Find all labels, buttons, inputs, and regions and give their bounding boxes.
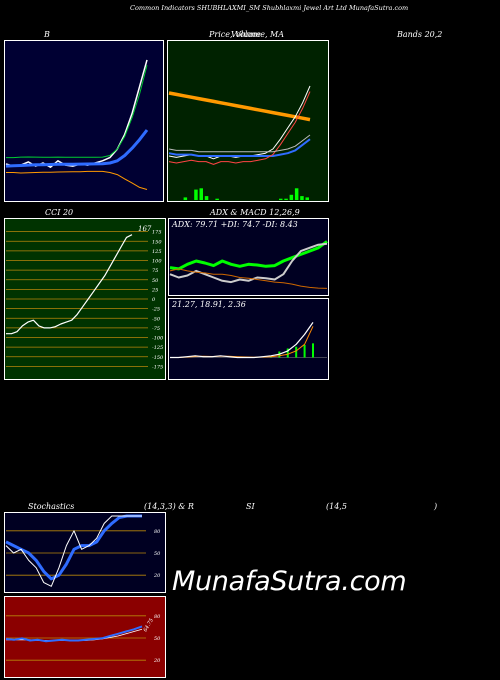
cci-line: [6, 234, 133, 335]
stoch-params: (14,3,3) & R: [144, 502, 194, 511]
bb-middle-line: [5, 129, 149, 168]
stoch-background: [4, 512, 166, 593]
macd-histogram-bar: [312, 343, 314, 358]
adx-plus_di-line: [169, 242, 328, 284]
cci-panel: 175 150 125 100 75 50 25 0 -25 -50 -75 -100 -125 -150…: [4, 218, 166, 380]
volume-bar: [279, 198, 283, 200]
price-volume-panel: [167, 40, 329, 202]
cci-last-value: 167: [138, 225, 152, 233]
volume-bar: [284, 198, 288, 200]
pv-ma_long-line: [168, 91, 311, 122]
volume-bar: [305, 197, 309, 200]
pv-background: [167, 40, 329, 202]
adx-macd-title: ADX & MACD 12,26,9: [210, 208, 300, 217]
pv-ma-mid-line: [168, 91, 311, 165]
cci-tick-label: -50: [152, 316, 161, 322]
cci-tick-label: -125: [152, 345, 163, 351]
rsi-tick-label: 50: [154, 636, 161, 642]
pv-ma-grey-line: [168, 134, 311, 153]
rsi-background: [4, 596, 166, 678]
cci-tick-label: 150: [152, 239, 162, 245]
cci-tick-label: -75: [152, 326, 160, 332]
pv-ma_short-line: [168, 138, 311, 157]
cci-tick-label: 0: [152, 297, 156, 303]
macd-histogram-bar: [303, 344, 306, 358]
volume-bar: [300, 196, 304, 200]
cci-tick-label: 175: [152, 230, 162, 236]
bb-upper-line: [6, 65, 148, 159]
bb-background: [4, 40, 164, 202]
rsi-tick-label: 80: [154, 614, 161, 620]
volume-bar: [294, 188, 299, 200]
cci-tick-label: 100: [152, 259, 162, 265]
cci-tick-label: -100: [152, 336, 164, 342]
volume-bar: [204, 196, 209, 200]
bb-lower-line: [6, 170, 148, 190]
bands-title: Bands 20,2: [397, 30, 443, 39]
cci-tick-label: 75: [152, 268, 158, 274]
stoch-tick-label: 80: [154, 529, 161, 535]
stoch-k-line: [5, 515, 142, 587]
cci-tick-label: -175: [152, 364, 163, 370]
volume-bar: [183, 197, 188, 200]
rsi-tick-label: 20: [153, 658, 161, 664]
cci-tick-label: 50: [152, 278, 159, 284]
macd-values: 21.27, 18.91, 2.36: [172, 300, 246, 309]
macd-histogram-bar: [295, 346, 298, 358]
macd-panel: [168, 298, 329, 380]
adx-panel: [168, 218, 329, 296]
stoch-d-line: [5, 514, 142, 581]
volume-bar: [194, 189, 198, 200]
volume-bar: [199, 188, 203, 200]
macd-histogram-bar: [286, 348, 289, 358]
cci-tick-label: -25: [152, 307, 160, 313]
cci-title: CCI 20: [45, 208, 74, 217]
rsi-line: [5, 625, 143, 643]
macd-background: [168, 298, 329, 380]
volume-bar: [215, 198, 219, 200]
adx-minus_di-line: [169, 268, 328, 289]
rsi-title: SI: [246, 502, 255, 511]
cci-tick-label: 125: [152, 249, 162, 255]
stoch-tick-label: 50: [154, 551, 161, 557]
bollinger-panel: [4, 40, 164, 202]
rsi-close: ): [434, 502, 438, 511]
rsi-params: (14,5: [326, 502, 347, 511]
pv-title: Price, Volume, MA: [209, 30, 285, 39]
stoch-tick-label: 20: [153, 573, 161, 579]
cci-tick-label: -150: [152, 355, 164, 361]
adx-values: ADX: 79.71 +DI: 74.7 -DI: 8.43: [172, 220, 298, 229]
volume-bar: [289, 194, 294, 200]
macd-signal-line: [170, 326, 314, 358]
stoch-title: Stochastics: [28, 502, 75, 511]
adx-background: [168, 218, 329, 296]
bb-title: B: [44, 30, 50, 39]
cci-tick-label: 25: [151, 287, 158, 293]
macd-line: [170, 322, 314, 359]
adx-adx-line: [169, 240, 328, 271]
volume-title: Volume: [231, 30, 261, 39]
watermark: MunafaSutra.com: [172, 566, 407, 597]
stochastics-panel: 80 50 20: [4, 512, 166, 593]
page-title: Common Indicators SHUBHLAXMI_SM Shubhlax…: [130, 4, 409, 12]
